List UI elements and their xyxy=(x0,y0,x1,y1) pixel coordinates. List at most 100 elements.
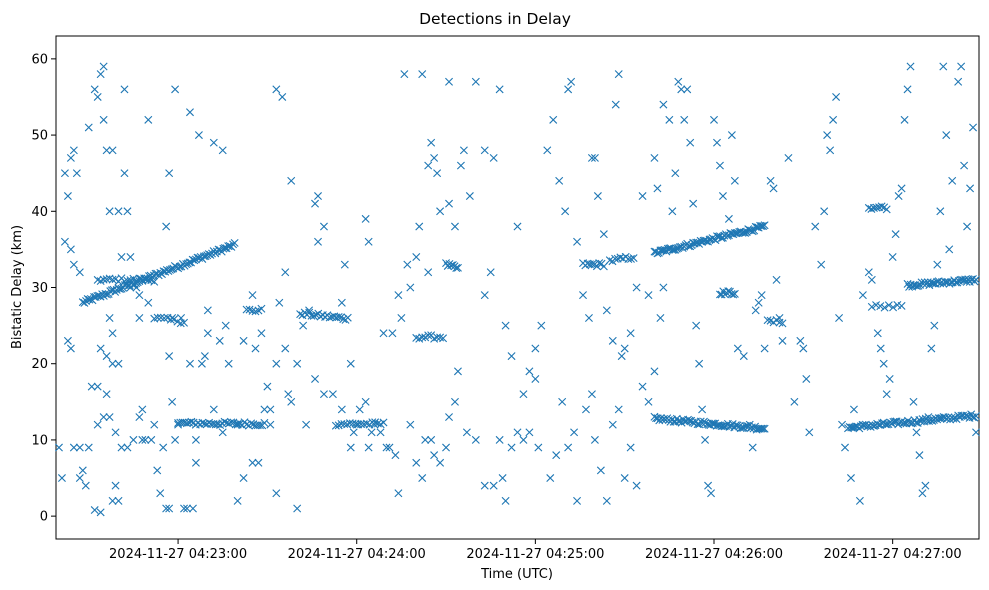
data-point xyxy=(587,390,596,399)
data-point xyxy=(912,428,921,437)
data-point xyxy=(668,245,677,254)
data-point xyxy=(287,176,296,185)
data-point xyxy=(617,352,626,361)
data-point xyxy=(933,260,942,269)
data-point xyxy=(260,418,269,427)
data-point xyxy=(75,474,84,483)
data-point xyxy=(87,382,96,391)
data-point xyxy=(757,291,766,300)
data-point xyxy=(927,344,936,353)
data-point xyxy=(958,275,967,284)
data-point xyxy=(346,443,355,452)
data-point xyxy=(754,298,763,307)
data-point xyxy=(644,397,653,406)
data-point xyxy=(757,222,766,231)
data-point xyxy=(471,77,480,86)
data-point xyxy=(704,481,713,490)
data-point xyxy=(552,451,561,460)
data-point xyxy=(260,405,269,414)
data-point xyxy=(382,443,391,452)
data-point xyxy=(880,303,889,312)
data-point xyxy=(108,329,117,338)
data-point xyxy=(101,289,110,298)
data-point xyxy=(331,421,340,430)
data-point xyxy=(659,100,668,109)
y-tick-label: 0 xyxy=(40,510,48,525)
data-point xyxy=(96,344,105,353)
data-point xyxy=(459,146,468,155)
data-point xyxy=(611,254,620,263)
data-point xyxy=(168,397,177,406)
data-point xyxy=(445,77,454,86)
data-point xyxy=(165,504,174,513)
data-point xyxy=(729,290,738,299)
data-point xyxy=(361,214,370,223)
data-point xyxy=(823,131,832,140)
data-point xyxy=(495,85,504,94)
data-point xyxy=(835,313,844,322)
data-point xyxy=(489,153,498,162)
data-point xyxy=(863,422,872,431)
data-point xyxy=(741,422,750,431)
data-point xyxy=(608,336,617,345)
data-point xyxy=(171,85,180,94)
data-point xyxy=(144,276,153,285)
data-point xyxy=(495,435,504,444)
data-point xyxy=(948,176,957,185)
data-point xyxy=(599,230,608,239)
data-point xyxy=(867,204,876,213)
data-point xyxy=(123,207,132,216)
data-point xyxy=(730,229,739,238)
data-point xyxy=(689,199,698,208)
data-point xyxy=(349,428,358,437)
data-point xyxy=(436,207,445,216)
data-point xyxy=(182,419,191,428)
data-point xyxy=(156,313,165,322)
data-point xyxy=(573,237,582,246)
data-point xyxy=(400,70,409,79)
data-point xyxy=(558,397,567,406)
y-tick-label: 60 xyxy=(31,52,48,67)
y-tick-label: 30 xyxy=(31,281,48,296)
data-point xyxy=(748,443,757,452)
data-point xyxy=(63,192,72,201)
data-point xyxy=(191,435,200,444)
data-point xyxy=(972,428,981,437)
data-point xyxy=(83,295,92,303)
data-point xyxy=(205,418,214,427)
data-point xyxy=(108,359,117,368)
data-point xyxy=(403,260,412,269)
data-point xyxy=(817,260,826,269)
data-point xyxy=(135,413,144,422)
data-point xyxy=(233,496,242,505)
data-point xyxy=(769,184,778,193)
data-point xyxy=(921,481,930,490)
data-point xyxy=(519,390,528,399)
data-point xyxy=(614,405,623,414)
data-point xyxy=(763,316,772,325)
data-point xyxy=(829,115,838,124)
data-point xyxy=(135,313,144,322)
data-point xyxy=(930,321,939,330)
data-point xyxy=(626,329,635,338)
data-point xyxy=(638,192,647,201)
data-point xyxy=(355,405,364,414)
data-point xyxy=(936,207,945,216)
data-point xyxy=(775,318,784,327)
data-point xyxy=(160,314,169,323)
data-point xyxy=(820,207,829,216)
data-point xyxy=(188,504,197,513)
data-point xyxy=(436,458,445,467)
data-point xyxy=(198,418,207,427)
data-point xyxy=(224,359,233,368)
data-point xyxy=(588,260,597,269)
data-point xyxy=(608,420,617,429)
data-point xyxy=(456,161,465,170)
data-point xyxy=(739,228,748,237)
data-point xyxy=(453,367,462,376)
data-point xyxy=(712,138,721,147)
data-point xyxy=(906,62,915,71)
data-point xyxy=(84,123,93,132)
data-point xyxy=(319,222,328,231)
data-point xyxy=(876,344,885,353)
